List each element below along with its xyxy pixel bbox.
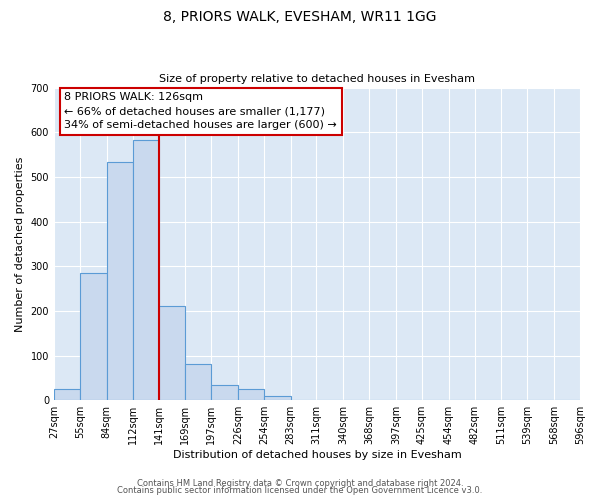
- Text: Contains HM Land Registry data © Crown copyright and database right 2024.: Contains HM Land Registry data © Crown c…: [137, 478, 463, 488]
- Bar: [211, 384, 238, 400]
- Bar: [238, 389, 264, 400]
- Y-axis label: Number of detached properties: Number of detached properties: [15, 156, 25, 332]
- Text: Contains public sector information licensed under the Open Government Licence v3: Contains public sector information licen…: [118, 486, 482, 495]
- Text: 8, PRIORS WALK, EVESHAM, WR11 1GG: 8, PRIORS WALK, EVESHAM, WR11 1GG: [163, 10, 437, 24]
- X-axis label: Distribution of detached houses by size in Evesham: Distribution of detached houses by size …: [173, 450, 461, 460]
- Bar: [107, 162, 133, 400]
- Title: Size of property relative to detached houses in Evesham: Size of property relative to detached ho…: [159, 74, 475, 84]
- Bar: [54, 389, 80, 400]
- Bar: [264, 396, 290, 400]
- Bar: [80, 274, 107, 400]
- Bar: [185, 364, 211, 400]
- Bar: [133, 140, 160, 400]
- Bar: [160, 306, 185, 400]
- Text: 8 PRIORS WALK: 126sqm
← 66% of detached houses are smaller (1,177)
34% of semi-d: 8 PRIORS WALK: 126sqm ← 66% of detached …: [64, 92, 337, 130]
